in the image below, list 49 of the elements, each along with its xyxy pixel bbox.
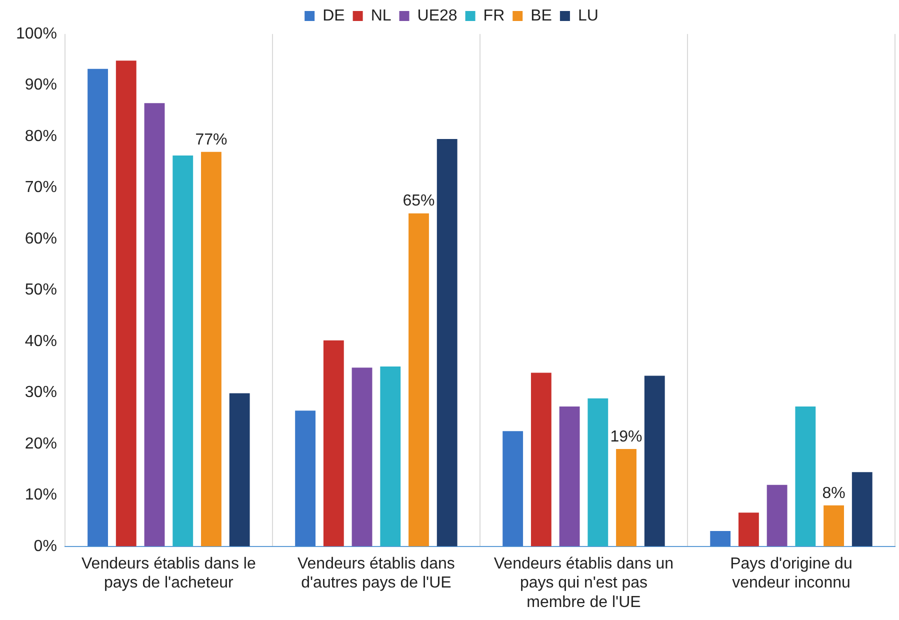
- bar: [295, 410, 316, 546]
- bar: [88, 68, 108, 546]
- y-tick-label: 10%: [24, 486, 57, 504]
- bar: [144, 103, 165, 546]
- y-tick-label: 30%: [24, 384, 57, 402]
- y-tick-label: 70%: [24, 179, 57, 196]
- data-label: 8%: [822, 484, 846, 502]
- legend-label: NL: [370, 7, 392, 24]
- bar: [766, 484, 788, 546]
- legend-label: BE: [530, 7, 552, 24]
- bar: [201, 152, 222, 546]
- bar: [408, 213, 429, 546]
- bar: [559, 406, 580, 546]
- bar: [738, 512, 759, 546]
- bar: [824, 505, 844, 546]
- y-tick-label: 0%: [34, 538, 57, 555]
- bar: [352, 368, 372, 546]
- bar: [644, 376, 665, 546]
- data-label: 77%: [195, 131, 228, 148]
- bar: [380, 366, 401, 546]
- legend-label: DE: [322, 7, 345, 24]
- bar: [436, 139, 458, 546]
- bar: [710, 531, 731, 546]
- y-tick-label: 80%: [24, 128, 57, 145]
- x-tick-label: Vendeurs établis dans le pays de l'acheteur: [82, 555, 256, 592]
- bar: [852, 472, 872, 546]
- bar: [795, 406, 816, 546]
- x-tick-label: Vendeurs établis dans d'autres pays de l'UE: [297, 555, 455, 592]
- bar: [502, 431, 524, 546]
- y-tick-label: 40%: [24, 332, 57, 350]
- bar: [229, 393, 250, 546]
- bar: [616, 449, 636, 546]
- legend-label: UE28: [417, 7, 458, 24]
- y-tick-label: 60%: [24, 230, 57, 248]
- bar: [530, 372, 552, 546]
- y-tick-label: 100%: [16, 25, 57, 42]
- bar: [323, 340, 344, 546]
- x-tick-label: Pays d'origine du vendeur inconnu: [730, 555, 852, 592]
- bar: [116, 60, 136, 546]
- legend-label: FR: [483, 7, 505, 24]
- bar: [588, 398, 608, 546]
- bar: [172, 155, 194, 546]
- data-label: 19%: [610, 428, 642, 446]
- y-tick-label: 50%: [24, 282, 57, 299]
- data-label: 65%: [402, 192, 435, 210]
- y-tick-label: 20%: [24, 435, 57, 452]
- x-tick-label: Vendeurs établis dans un pays qui n'est pas membre de l'UE: [494, 555, 674, 611]
- y-tick-label: 90%: [24, 76, 57, 94]
- legend-label: LU: [578, 7, 598, 24]
